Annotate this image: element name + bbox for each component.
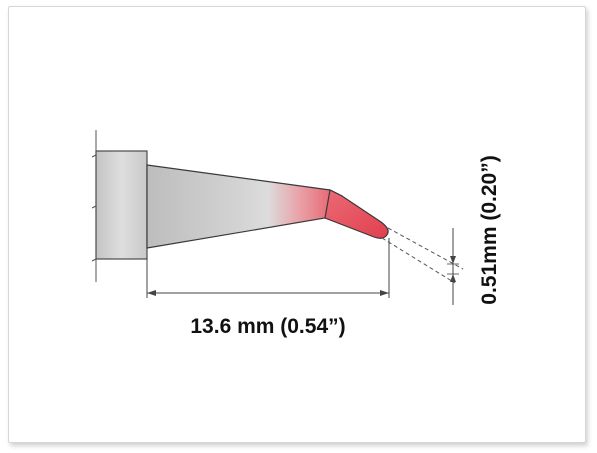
tip-bent-end <box>324 189 389 239</box>
length-dimension <box>146 238 390 298</box>
thickness-dimension <box>447 228 459 305</box>
tip-sleeve <box>95 150 148 260</box>
length-label: 13.6 mm (0.54”) <box>190 315 345 338</box>
tip-shaft <box>146 164 343 249</box>
tip-projection-lines <box>381 227 464 284</box>
thickness-label: 0.51mm (0.20”) <box>478 155 501 304</box>
